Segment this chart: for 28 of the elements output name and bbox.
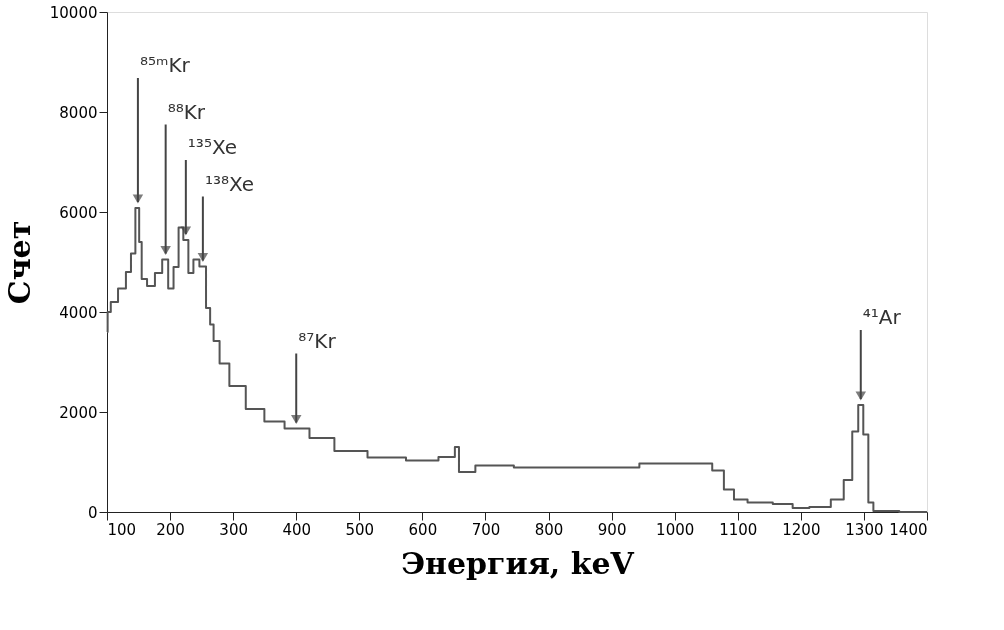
x-tick-label: 900 — [597, 520, 627, 539]
y-tick-label: 10000 — [49, 3, 98, 22]
y-tick-label: 0 — [87, 503, 98, 522]
y-tick-label: 4000 — [59, 303, 98, 322]
x-tick-label: 1200 — [782, 520, 821, 539]
x-tick-label: 100 — [107, 520, 137, 539]
annotation: ¹³⁸Xe — [204, 171, 255, 196]
x-axis-title: Энергия, keV — [401, 545, 635, 581]
x-tick-label: 1000 — [656, 520, 695, 539]
y-tick-label: 2000 — [59, 403, 98, 422]
x-tick-label: 600 — [408, 520, 438, 539]
x-tick-label: 1300 — [845, 520, 884, 539]
x-tick-label: 800 — [534, 520, 564, 539]
y-axis-title: Счет — [1, 220, 37, 305]
x-tick-label: 1400 — [889, 520, 928, 539]
y-tick-label: 8000 — [59, 103, 98, 122]
x-tick-label: 300 — [219, 520, 248, 539]
x-tick-label: 1100 — [719, 520, 758, 539]
annotation: ¹³⁵Xe — [187, 135, 238, 159]
annotation: ⁸⁵ᵐKr — [139, 53, 191, 77]
y-tick-label: 6000 — [59, 203, 98, 222]
x-tick-label: 700 — [471, 520, 501, 539]
x-tick-label: 400 — [282, 520, 312, 539]
annotation: ⁸⁸Kr — [167, 99, 206, 124]
x-tick-label: 200 — [156, 520, 185, 539]
annotation: ⁸⁷Kr — [298, 328, 337, 353]
x-tick-label: 500 — [345, 520, 375, 539]
annotation: ⁴¹Ar — [862, 305, 902, 329]
